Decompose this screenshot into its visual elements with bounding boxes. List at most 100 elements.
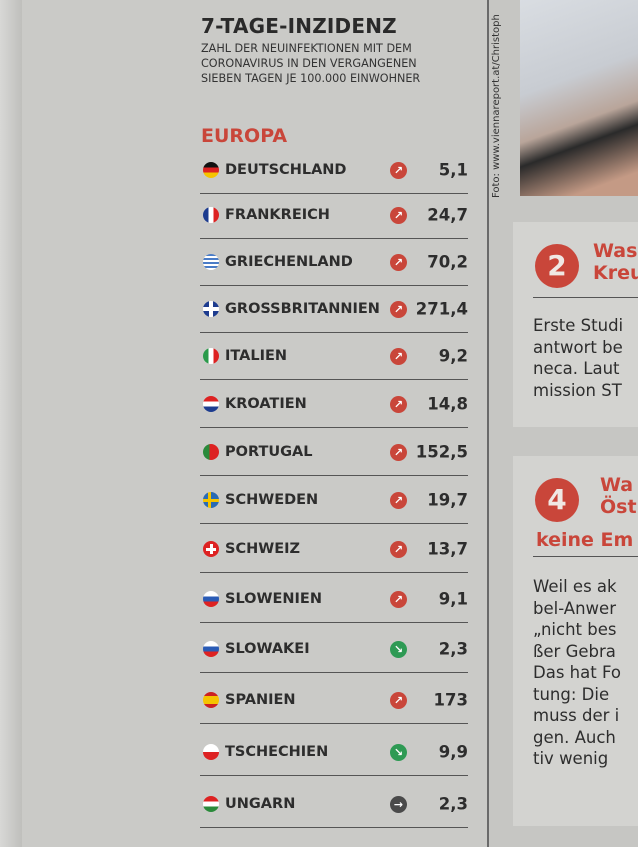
text-line: neca. Laut <box>533 359 620 378</box>
flag-icon <box>203 541 219 557</box>
text-line: tung: Die <box>533 684 610 704</box>
table-row: SLOWAKEI ↘ 2,3 <box>200 626 468 673</box>
divider <box>533 297 638 298</box>
table-row: FRANKREICH ↗ 24,7 <box>200 192 468 239</box>
box-heading: Was Kreu <box>593 240 638 284</box>
incidence-value: 2,3 <box>438 794 468 814</box>
table-row: DEUTSCHLAND ↗ 5,1 <box>200 147 468 194</box>
trend-up-icon: ↗ <box>390 443 407 461</box>
region-heading: EUROPA <box>201 125 288 147</box>
incidence-value: 173 <box>433 690 468 710</box>
text-line: antwort be <box>533 337 623 357</box>
trend-up-icon: ↗ <box>390 691 407 709</box>
incidence-column <box>22 0 487 847</box>
trend-down-icon: ↘ <box>390 640 407 658</box>
table-row: GROSSBRITANNIEN ↗ 271,4 <box>200 286 468 333</box>
text-line: Weil es ak <box>533 577 617 596</box>
incidence-value: 9,9 <box>438 742 468 762</box>
incidence-value: 24,7 <box>427 205 468 225</box>
text-line: Das hat Fo <box>533 663 621 682</box>
text-line: mission ST <box>533 380 622 400</box>
table-row: UNGARN → 2,3 <box>200 781 468 828</box>
country-name: SPANIEN <box>225 692 296 708</box>
trend-up-icon: ↗ <box>390 300 407 318</box>
trend-flat-icon: → <box>390 795 407 813</box>
text-line: tiv wenig <box>533 749 609 768</box>
table-row: SPANIEN ↗ 173 <box>200 677 468 724</box>
table-row: SCHWEIZ ↗ 13,7 <box>200 526 468 573</box>
country-name: GRIECHENLAND <box>225 254 353 270</box>
photo-credit: Foto: www.viennareport.at/Christoph <box>491 14 502 198</box>
subtitle-line: ZAHL DER NEUINFEKTIONEN MIT DEM <box>201 42 412 55</box>
incidence-value: 152,5 <box>415 442 468 462</box>
trend-up-icon: ↗ <box>390 395 407 413</box>
page-title: 7-TAGE-INZIDENZ <box>201 14 397 38</box>
incidence-value: 5,1 <box>438 160 468 180</box>
flag-icon <box>203 744 219 760</box>
text-line: „nicht bes <box>533 620 617 639</box>
incidence-value: 9,1 <box>438 589 468 609</box>
trend-up-icon: ↗ <box>390 540 407 558</box>
page-edge <box>0 0 22 847</box>
flag-icon <box>203 641 219 657</box>
flag-icon <box>203 162 219 178</box>
text-line: ßer Gebra <box>533 641 616 661</box>
heading-line: Was <box>593 240 638 262</box>
trend-up-icon: ↗ <box>390 347 407 365</box>
text-line: bel-Anwer <box>533 598 616 618</box>
flag-icon <box>203 692 219 708</box>
divider <box>533 556 638 557</box>
incidence-value: 14,8 <box>427 394 468 414</box>
subtitle-line: CORONAVIRUS IN DEN VERGANGENEN <box>201 57 417 70</box>
subtitle: ZAHL DER NEUINFEKTIONEN MIT DEM CORONAVI… <box>201 41 471 86</box>
incidence-value: 2,3 <box>438 639 468 659</box>
country-name: SCHWEDEN <box>225 492 319 508</box>
incidence-value: 70,2 <box>427 252 468 272</box>
country-name: DEUTSCHLAND <box>225 162 347 178</box>
table-row: SCHWEDEN ↗ 19,7 <box>200 477 468 524</box>
trend-up-icon: ↗ <box>390 161 407 179</box>
box-text: Weil es ak bel-Anwer „nicht bes ßer Gebr… <box>533 576 621 770</box>
flag-icon <box>203 254 219 270</box>
country-name: PORTUGAL <box>225 444 313 460</box>
flag-icon <box>203 348 219 364</box>
flag-icon <box>203 492 219 508</box>
country-name: TSCHECHIEN <box>225 744 329 760</box>
number-badge: 2 <box>535 244 579 288</box>
incidence-value: 19,7 <box>427 490 468 510</box>
incidence-value: 9,2 <box>438 346 468 366</box>
flag-icon <box>203 444 219 460</box>
heading-line: Kreu <box>593 262 638 284</box>
flag-icon <box>203 591 219 607</box>
trend-up-icon: ↗ <box>390 253 407 271</box>
table-row: ITALIEN ↗ 9,2 <box>200 333 468 380</box>
country-name: UNGARN <box>225 796 296 812</box>
flag-icon <box>203 207 219 223</box>
heading-line: Wa <box>600 474 634 496</box>
photo-masked-person <box>520 0 638 196</box>
info-box-4: 4 Wa Öst keine Em Weil es ak bel-Anwer „… <box>513 456 638 826</box>
trend-down-icon: ↘ <box>390 743 407 761</box>
table-row: TSCHECHIEN ↘ 9,9 <box>200 729 468 776</box>
trend-up-icon: ↗ <box>390 206 407 224</box>
country-name: SLOWENIEN <box>225 591 322 607</box>
flag-icon <box>203 796 219 812</box>
subtitle-line: SIEBEN TAGEN JE 100.000 EINWOHNER <box>201 72 421 85</box>
column-divider <box>487 0 489 847</box>
country-name: KROATIEN <box>225 396 307 412</box>
flag-icon <box>203 396 219 412</box>
trend-up-icon: ↗ <box>390 590 407 608</box>
country-name: SLOWAKEI <box>225 641 310 657</box>
text-line: muss der i <box>533 706 620 725</box>
box-heading: Wa Öst <box>600 474 637 518</box>
number-badge: 4 <box>535 478 579 522</box>
table-row: KROATIEN ↗ 14,8 <box>200 381 468 428</box>
text-line: Erste Studi <box>533 316 624 335</box>
incidence-value: 13,7 <box>427 539 468 559</box>
country-name: ITALIEN <box>225 348 288 364</box>
box-text: Erste Studi antwort be neca. Laut missio… <box>533 315 623 401</box>
trend-up-icon: ↗ <box>390 491 407 509</box>
table-row: GRIECHENLAND ↗ 70,2 <box>200 239 468 286</box>
flag-icon <box>203 301 219 317</box>
country-name: SCHWEIZ <box>225 541 301 557</box>
